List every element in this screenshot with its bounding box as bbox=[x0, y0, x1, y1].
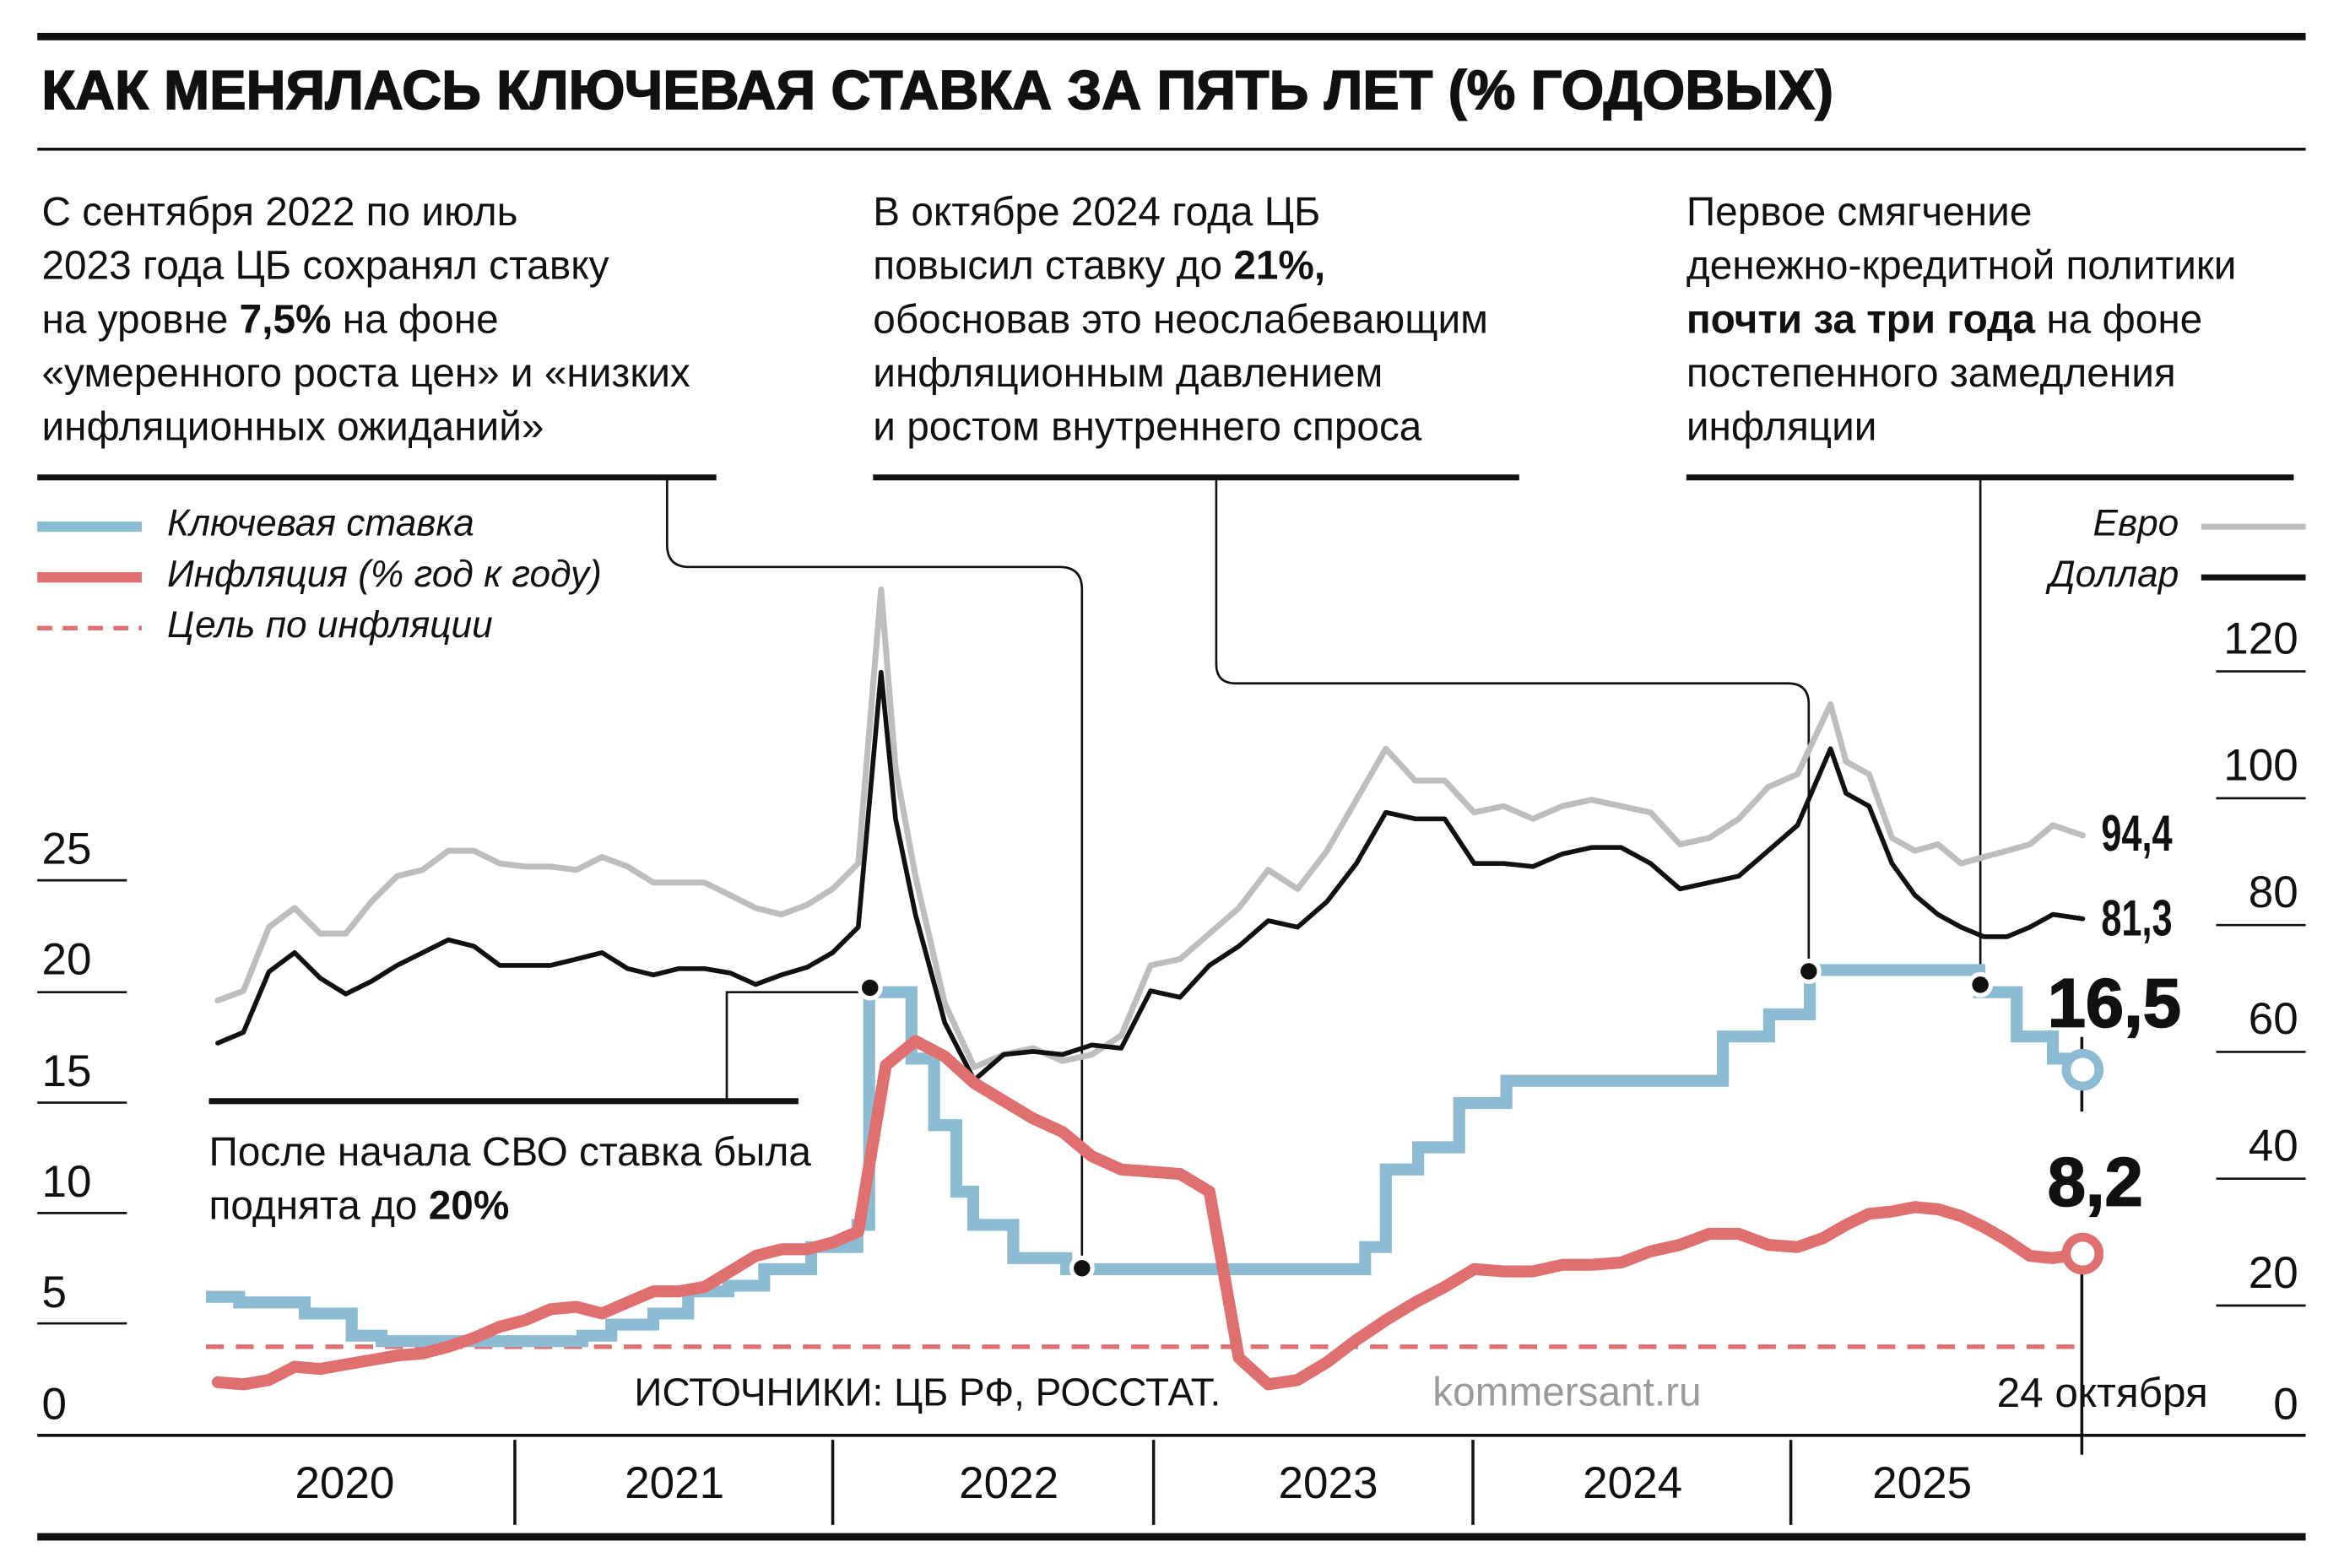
site-credit: kommersant.ru bbox=[1432, 1370, 1702, 1415]
title-rule bbox=[37, 148, 2306, 151]
end-point-key-rate bbox=[2061, 1048, 2104, 1091]
annotation-line: После начала СВО ставка была bbox=[209, 1125, 811, 1179]
end-value-dollar: 81,3 bbox=[2101, 890, 2173, 948]
annotation-text: постепенного замедления bbox=[1686, 350, 2176, 396]
right-tick-20: 20 bbox=[2248, 1248, 2298, 1299]
year-label-2025: 2025 bbox=[1872, 1459, 1973, 1509]
end-date-label: 24 октября bbox=[1996, 1370, 2208, 1416]
annotation-2022-hold: С сентября 2022 по июль 2023 года ЦБ сохр… bbox=[42, 185, 690, 453]
series-euro-line bbox=[214, 587, 2086, 1071]
annotation-text: на фоне bbox=[2035, 296, 2203, 342]
annotation-line: инфляционных ожиданий» bbox=[42, 400, 690, 454]
left-tick-15: 15 bbox=[41, 1047, 92, 1097]
leader-line-4 bbox=[725, 991, 870, 1101]
right-tick-0: 0 bbox=[2273, 1380, 2298, 1430]
end-value-inflation: 8,2 bbox=[2047, 1142, 2144, 1221]
annotation-text: «умеренного роста цен» и «низких bbox=[41, 350, 690, 396]
annotation-line: денежно-кредитной политики bbox=[1686, 239, 2237, 293]
left-tick-10: 10 bbox=[41, 1157, 92, 1208]
right-tick-120: 120 bbox=[2223, 614, 2298, 664]
annotation-text: Первое смягчение bbox=[1686, 189, 2033, 235]
annotation-line: на уровне 7,5% на фоне bbox=[42, 293, 690, 347]
year-label-2021: 2021 bbox=[625, 1459, 725, 1509]
year-label-2024: 2024 bbox=[1583, 1459, 1683, 1509]
right-axis-gridlines bbox=[2216, 670, 2306, 1307]
end-point-inflation bbox=[2061, 1232, 2104, 1275]
annotation-line: обосновав это неослабевающим bbox=[873, 293, 1488, 347]
annotation-line: почти за три года на фоне bbox=[1686, 293, 2237, 347]
annotation-line: Первое смягчение bbox=[1686, 185, 2237, 239]
annotation-dot-2 bbox=[1069, 1255, 1095, 1281]
annotation-dot-4 bbox=[1968, 971, 1994, 998]
legend-key-rate: Ключевая ставка bbox=[167, 502, 474, 545]
annotation-2022-svo: После начала СВО ставка была поднята до 2… bbox=[209, 1125, 811, 1232]
annotation-text: денежно-кредитной политики bbox=[1686, 243, 2237, 289]
chart-title: КАК МЕНЯЛАСЬ КЛЮЧЕВАЯ СТАВКА ЗА ПЯТЬ ЛЕТ… bbox=[41, 59, 1834, 122]
annotation-2025-easing: Первое смягчение денежно-кредитной полити… bbox=[1686, 185, 2237, 453]
sources-note: ИСТОЧНИКИ: ЦБ РФ, РОССТАТ. bbox=[634, 1370, 1221, 1415]
annotation-line: инфляции bbox=[1686, 400, 2237, 454]
annotation-line: поднята до 20% bbox=[209, 1179, 811, 1233]
annotation-line: и ростом внутреннего спроса bbox=[873, 400, 1488, 454]
annotation-text: повысил ставку до bbox=[873, 243, 1234, 289]
annotation-text: на уровне bbox=[41, 296, 240, 342]
left-tick-0: 0 bbox=[41, 1380, 68, 1430]
annotation-line: инфляционным давлением bbox=[873, 346, 1488, 400]
annotation-text: После начала СВО ставка была bbox=[208, 1129, 811, 1175]
legend-inflation: Инфляция (% год к году) bbox=[167, 553, 602, 596]
annotation-highlight: 20% bbox=[428, 1183, 510, 1229]
right-tick-80: 80 bbox=[2248, 868, 2298, 918]
left-axis-gridlines bbox=[37, 879, 127, 1325]
annotation-line: 2023 года ЦБ сохранял ставку bbox=[42, 239, 690, 293]
annotation-text: инфляции bbox=[1686, 404, 1877, 450]
series-dollar-line bbox=[215, 669, 2086, 1083]
annotation-line: «умеренного роста цен» и «низких bbox=[42, 346, 690, 400]
annotation-text: В октябре 2024 года ЦБ bbox=[873, 189, 1321, 235]
annotation-text: 2023 года ЦБ сохранял ставку bbox=[41, 243, 609, 289]
annotation-dot-1 bbox=[857, 975, 883, 1001]
left-tick-25: 25 bbox=[41, 825, 92, 875]
annotation-rules bbox=[37, 474, 2294, 1268]
left-tick-20: 20 bbox=[41, 935, 92, 985]
year-dividers bbox=[513, 1440, 1793, 1525]
annotation-text: на фоне bbox=[331, 296, 499, 342]
annotation-line: повысил ставку до 21%, bbox=[873, 239, 1488, 293]
annotation-highlight: 21%, bbox=[1233, 243, 1326, 289]
annotation-text: и ростом внутреннего спроса bbox=[873, 404, 1422, 450]
year-label-2022: 2022 bbox=[959, 1459, 1059, 1509]
annotation-text: инфляционным давлением bbox=[873, 350, 1383, 396]
annotation-2024-hike: В октябре 2024 года ЦБ повысил ставку до … bbox=[873, 185, 1488, 453]
right-tick-60: 60 bbox=[2248, 995, 2298, 1045]
leader-line-1 bbox=[665, 477, 1084, 1268]
annotation-text: обосновав это неослабевающим bbox=[873, 296, 1488, 342]
annotation-dot-3 bbox=[1795, 958, 1822, 984]
left-tick-5: 5 bbox=[41, 1268, 68, 1318]
top-rule bbox=[37, 32, 2306, 41]
annotation-text: поднята до bbox=[208, 1183, 429, 1229]
legend-euro: Евро bbox=[2092, 502, 2179, 545]
year-label-2020: 2020 bbox=[295, 1459, 395, 1509]
annotation-highlight: 7,5% bbox=[239, 296, 332, 342]
legend-swatches bbox=[37, 521, 2306, 630]
annotation-highlight: почти за три года bbox=[1686, 296, 2036, 342]
legend-dollar: Доллар bbox=[2049, 553, 2179, 596]
series-inflation-line bbox=[211, 1035, 2089, 1391]
right-tick-40: 40 bbox=[2248, 1122, 2298, 1171]
leader-line-2 bbox=[1215, 477, 1811, 971]
end-value-euro: 94,4 bbox=[2101, 805, 2173, 862]
legend-target: Цель по инфляции bbox=[167, 604, 493, 646]
end-value-key-rate: 16,5 bbox=[2047, 963, 2182, 1042]
annotation-line: постепенного замедления bbox=[1686, 346, 2237, 400]
series-key-rate-line bbox=[205, 964, 2089, 1348]
annotation-text: С сентября 2022 по июль bbox=[41, 189, 518, 235]
annotation-line: С сентября 2022 по июль bbox=[42, 185, 690, 239]
annotation-line: В октябре 2024 года ЦБ bbox=[873, 185, 1488, 239]
year-label-2023: 2023 bbox=[1278, 1459, 1378, 1509]
annotation-text: инфляционных ожиданий» bbox=[41, 404, 544, 450]
right-tick-100: 100 bbox=[2223, 741, 2298, 792]
